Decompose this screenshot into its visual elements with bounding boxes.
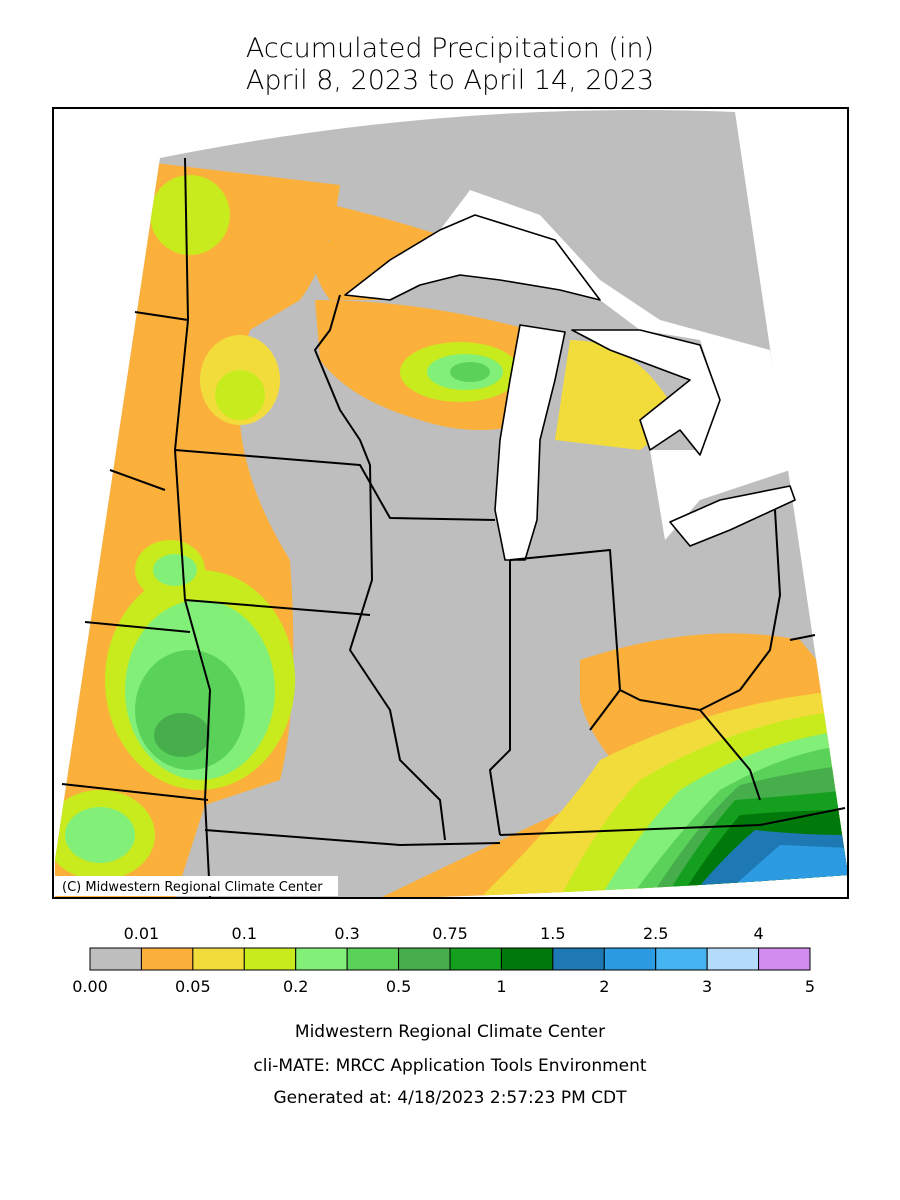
legend-label: 2.5: [643, 924, 668, 943]
legend-swatch: [346, 947, 400, 971]
credit-box: [55, 876, 338, 896]
lake: [571, 329, 721, 456]
field-area: [160, 175, 440, 300]
footer-line: Midwestern Regional Climate Center: [295, 1022, 605, 1042]
lake: [344, 214, 601, 301]
map-credit: (C) Midwestern Regional Climate Center: [62, 880, 323, 895]
field-area: [150, 175, 230, 255]
legend-label: 0.3: [334, 924, 359, 943]
legend-label: 0.00: [72, 977, 108, 996]
title-line: April 8, 2023 to April 14, 2023: [246, 65, 654, 96]
footer-line: Generated at: 4/18/2023 2:57:23 PM CDT: [274, 1088, 628, 1108]
legend-swatch: [89, 947, 142, 971]
legend-label: 5: [805, 977, 815, 996]
legend-swatch: [449, 947, 502, 971]
field-area: [65, 807, 135, 863]
field-area: [153, 554, 197, 586]
legend-label: 0.01: [124, 924, 160, 943]
legend-label: 1.5: [540, 924, 565, 943]
legend-label: 0.2: [283, 977, 308, 996]
lake: [494, 324, 566, 561]
legend-swatch: [706, 947, 760, 971]
legend-swatch: [603, 947, 657, 971]
field-area: [154, 713, 210, 757]
legend-label: 0.5: [386, 977, 411, 996]
legend: 0.00 0.05 0.2 0.5 1 2 3 5 0.01 0.1 0.3 0.75 1.5 2.5 4: [72, 924, 815, 996]
field-area: [215, 370, 265, 420]
state-borders: [60, 157, 846, 899]
legend-swatch: [243, 947, 297, 971]
legend-swatch: [655, 947, 708, 971]
land-outside: [440, 190, 790, 540]
lake: [669, 485, 796, 547]
footer-line: cli-MATE: MRCC Application Tools Environ…: [253, 1056, 646, 1076]
legend-swatch: [552, 947, 605, 971]
legend-label: 4: [753, 924, 763, 943]
field-area: [450, 362, 490, 382]
legend-label: 3: [702, 977, 712, 996]
legend-swatch: [398, 947, 451, 971]
legend-swatch: [295, 947, 348, 971]
legend-swatch: [500, 947, 554, 971]
legend-label: 0.75: [432, 924, 468, 943]
legend-swatch: [140, 947, 194, 971]
map-frame: [52, 107, 849, 899]
legend-label: 1: [496, 977, 506, 996]
legend-label: 0.05: [175, 977, 211, 996]
legend-label: 2: [599, 977, 609, 996]
title-line: Accumulated Precipitation (in): [246, 33, 654, 64]
legend-swatch: [758, 947, 811, 971]
legend-label: 0.1: [232, 924, 257, 943]
legend-swatch: [192, 947, 245, 971]
